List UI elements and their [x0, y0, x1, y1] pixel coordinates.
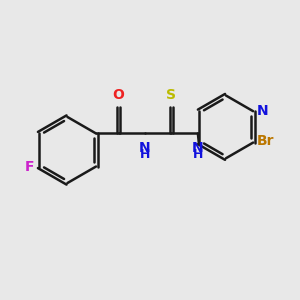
Text: S: S — [167, 88, 176, 102]
Text: N: N — [257, 104, 269, 118]
Text: H: H — [193, 148, 203, 161]
Text: Br: Br — [257, 134, 275, 148]
Text: N: N — [139, 141, 151, 155]
Text: O: O — [113, 88, 124, 102]
Text: H: H — [140, 148, 150, 161]
Text: F: F — [24, 160, 34, 173]
Text: N: N — [192, 141, 204, 155]
